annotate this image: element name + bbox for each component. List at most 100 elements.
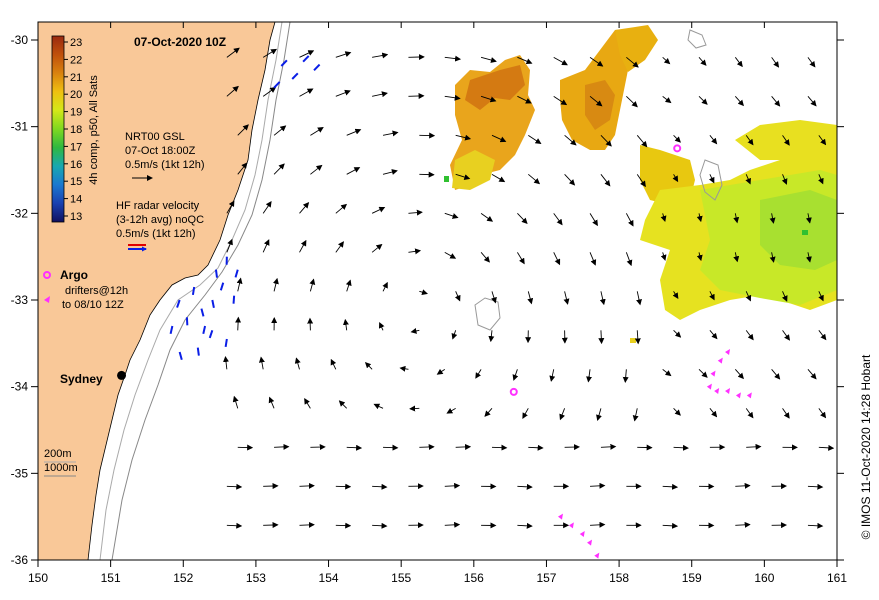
velocity-arrow bbox=[273, 163, 285, 175]
velocity-arrow bbox=[696, 252, 703, 262]
velocity-arrow bbox=[698, 57, 707, 66]
velocity-arrow bbox=[672, 291, 679, 299]
argo-float-icon bbox=[673, 144, 682, 153]
velocity-arrow bbox=[226, 238, 233, 253]
velocity-arrow bbox=[455, 443, 472, 450]
velocity-arrow bbox=[696, 213, 703, 223]
velocity-arrow bbox=[419, 443, 435, 450]
velocity-arrow bbox=[342, 318, 349, 331]
hf-radar-arrow bbox=[224, 338, 228, 348]
land-mass bbox=[38, 22, 276, 560]
colorbar-tick-label: 17 bbox=[70, 141, 82, 153]
velocity-arrow bbox=[807, 483, 824, 490]
velocity-arrow bbox=[371, 243, 383, 253]
velocity-arrow bbox=[408, 209, 423, 216]
velocity-arrow bbox=[632, 408, 639, 422]
velocity-arrow bbox=[589, 213, 598, 227]
velocity-arrow bbox=[673, 408, 681, 416]
velocity-arrow bbox=[372, 483, 388, 490]
velocity-arrow bbox=[745, 330, 754, 341]
velocity-arrow bbox=[553, 56, 568, 66]
hf-radar-arrow bbox=[214, 269, 219, 278]
hf-radar-arrow bbox=[219, 282, 225, 291]
lon-tick-label: 151 bbox=[101, 571, 121, 585]
velocity-arrow bbox=[346, 444, 363, 451]
drifter-marker bbox=[587, 539, 593, 546]
colorbar-tick-label: 15 bbox=[70, 176, 82, 188]
velocity-arrow bbox=[310, 127, 324, 136]
velocity-arrow bbox=[299, 521, 315, 528]
lon-tick-label: 160 bbox=[754, 571, 774, 585]
velocity-arrow bbox=[709, 291, 715, 301]
hf-radar-arrow bbox=[169, 325, 174, 335]
velocity-arrow bbox=[258, 356, 265, 370]
velocity-arrow bbox=[807, 369, 817, 380]
velocity-arrow bbox=[528, 444, 544, 451]
colorbar-tick-label: 20 bbox=[70, 89, 82, 101]
velocity-arrow bbox=[596, 408, 602, 421]
velocity-arrow bbox=[262, 48, 278, 58]
colorbar-tick-label: 13 bbox=[70, 211, 82, 223]
velocity-arrow bbox=[480, 56, 497, 63]
velocity-arrow bbox=[419, 289, 428, 296]
velocity-arrow bbox=[262, 86, 277, 97]
velocity-arrow bbox=[299, 239, 307, 253]
argo-floats bbox=[509, 144, 682, 396]
velocity-arrow bbox=[346, 167, 361, 175]
velocity-arrow bbox=[590, 482, 606, 489]
velocity-arrow bbox=[373, 403, 384, 410]
velocity-arrow bbox=[805, 252, 812, 263]
velocity-arrow bbox=[589, 95, 603, 107]
velocity-arrow bbox=[451, 330, 458, 340]
velocity-arrow bbox=[299, 88, 314, 97]
velocity-arrow bbox=[408, 248, 422, 255]
velocity-arrow bbox=[299, 482, 315, 489]
velocity-arrow bbox=[335, 241, 344, 253]
velocity-arrow bbox=[818, 135, 827, 146]
drifter-legend-icon bbox=[44, 296, 50, 303]
velocity-arrow bbox=[662, 368, 672, 377]
velocity-arrow bbox=[626, 96, 638, 108]
drifter-marker bbox=[557, 513, 563, 520]
velocity-arrow bbox=[383, 444, 399, 451]
velocity-arrow bbox=[446, 407, 456, 414]
colorbar-tick-label: 16 bbox=[70, 159, 82, 171]
velocity-arrow bbox=[626, 56, 639, 68]
velocity-arrow bbox=[268, 396, 275, 409]
velocity-arrow bbox=[771, 96, 781, 107]
velocity-arrow bbox=[480, 252, 490, 263]
sydney-marker-icon bbox=[117, 370, 127, 380]
velocity-arrow bbox=[528, 173, 541, 185]
velocity-arrow bbox=[382, 281, 388, 292]
velocity-arrow bbox=[709, 330, 718, 340]
velocity-arrow bbox=[709, 408, 718, 418]
velocity-arrow bbox=[698, 369, 708, 378]
hf-legend-line3: 0.5m/s (1kt 12h) bbox=[116, 228, 195, 240]
velocity-arrow bbox=[444, 482, 461, 489]
velocity-arrow bbox=[273, 277, 279, 292]
velocity-arrow bbox=[382, 130, 399, 137]
velocity-arrow bbox=[310, 164, 323, 175]
contour-1000m bbox=[111, 22, 291, 560]
velocity-arrow bbox=[491, 291, 497, 304]
velocity-arrow bbox=[335, 203, 348, 214]
velocity-arrow bbox=[491, 173, 506, 183]
velocity-arrow bbox=[335, 89, 351, 97]
colorbar-tick-label: 21 bbox=[70, 72, 82, 84]
velocity-arrow bbox=[600, 135, 612, 147]
velocity-arrow bbox=[625, 252, 633, 267]
hf-radar-arrow bbox=[273, 81, 281, 89]
velocity-arrow bbox=[586, 369, 593, 383]
velocity-arrow bbox=[480, 95, 497, 103]
velocity-arrow bbox=[491, 134, 507, 143]
hf-radar-arrow bbox=[291, 72, 299, 80]
velocity-arrow bbox=[299, 50, 315, 58]
velocity-arrow bbox=[226, 200, 235, 214]
velocity-arrow bbox=[564, 174, 576, 186]
seamount-contour bbox=[699, 159, 723, 201]
velocity-arrow bbox=[818, 174, 824, 185]
depth-legend-1000m: 1000m bbox=[44, 462, 78, 474]
velocity-arrow bbox=[382, 169, 398, 175]
velocity-arrow bbox=[589, 56, 604, 67]
velocity-arrow bbox=[455, 134, 472, 141]
